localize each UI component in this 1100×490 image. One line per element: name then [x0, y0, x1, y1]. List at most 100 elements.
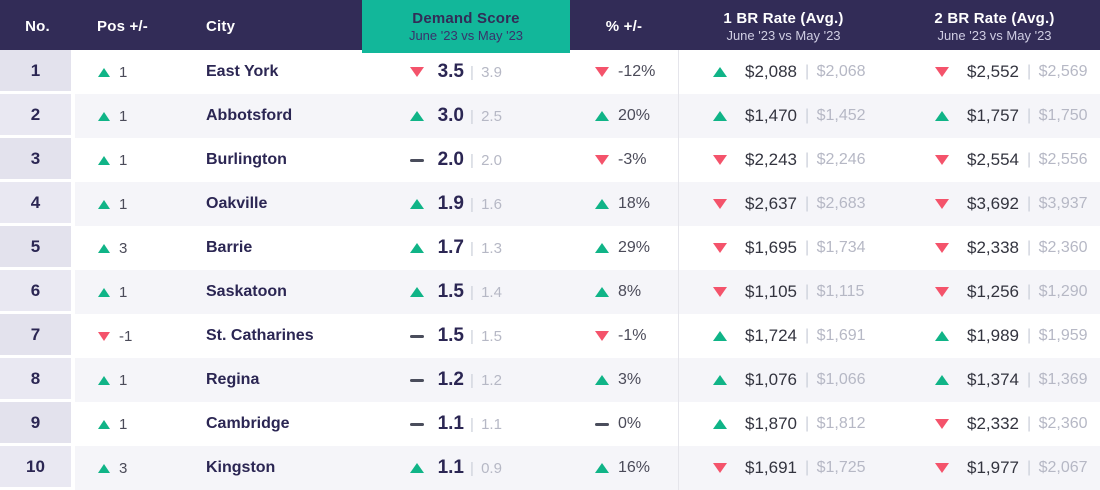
- no-change-dash-icon: [410, 158, 424, 162]
- percent-change-cell: 0%: [570, 402, 678, 446]
- column-header-city: City: [200, 0, 362, 53]
- percent-change-value: 0%: [618, 415, 642, 432]
- up-triangle-icon: [98, 243, 110, 253]
- down-triangle-icon: [713, 463, 727, 473]
- pipe-separator-icon: |: [470, 195, 474, 213]
- demand-score-previous: | 1.4: [470, 283, 502, 301]
- demand-score-current: 1.9: [437, 193, 464, 214]
- demand-score-previous: | 1.2: [470, 371, 502, 389]
- one-br-rate-previous: | $1,734: [805, 239, 866, 256]
- up-triangle-icon: [713, 375, 727, 385]
- one-br-rate-current: $2,088: [745, 62, 797, 81]
- demand-score-previous: | 2.0: [470, 151, 502, 169]
- up-triangle-icon: [98, 463, 110, 473]
- pipe-separator-icon: |: [805, 107, 810, 124]
- one-br-rate-cell: $1,470 | $1,452: [678, 94, 889, 138]
- pipe-separator-icon: |: [470, 283, 474, 301]
- city-name: Barrie: [206, 239, 253, 256]
- demand-score-previous: | 0.9: [470, 459, 502, 477]
- down-triangle-icon: [595, 67, 609, 77]
- two-br-rate-previous: | $2,067: [1027, 459, 1088, 476]
- rank-number: 10: [0, 446, 75, 490]
- two-br-rate-previous: | $1,750: [1027, 107, 1088, 124]
- demand-score-previous: | 3.9: [470, 63, 502, 81]
- demand-score-cell: 3.5 | 3.9: [362, 50, 570, 94]
- demand-score-previous: | 2.5: [470, 107, 502, 125]
- percent-change-value: 20%: [618, 107, 651, 124]
- pipe-separator-icon: |: [805, 195, 810, 212]
- up-triangle-icon: [713, 111, 727, 121]
- rank-number: 5: [0, 226, 75, 270]
- two-br-rate-previous: | $1,369: [1027, 371, 1088, 388]
- rank-number: 3: [0, 138, 75, 182]
- column-header-1br-rate-sublabel: June '23 vs May '23: [726, 28, 841, 43]
- no-change-dash-icon: [410, 334, 424, 338]
- one-br-rate-current: $1,724: [745, 326, 797, 345]
- city-name: Abbotsford: [206, 107, 293, 124]
- rank-number: 4: [0, 182, 75, 226]
- one-br-rate-previous: | $1,812: [805, 415, 866, 432]
- city-name: East York: [206, 63, 279, 80]
- percent-change-value: 8%: [618, 283, 642, 300]
- column-header-percent-change-label: % +/-: [605, 18, 643, 35]
- pipe-separator-icon: |: [1027, 195, 1032, 212]
- one-br-rate-previous: | $1,066: [805, 371, 866, 388]
- two-br-rate-cell: $2,338 | $2,360: [889, 226, 1100, 270]
- demand-score-cell: 3.0 | 2.5: [362, 94, 570, 138]
- up-triangle-icon: [410, 463, 424, 473]
- pipe-separator-icon: |: [1027, 107, 1032, 124]
- percent-change-value: 29%: [618, 239, 651, 256]
- down-triangle-icon: [713, 243, 727, 253]
- percent-change-value: -3%: [618, 151, 647, 168]
- one-br-rate-current: $1,870: [745, 414, 797, 433]
- pipe-separator-icon: |: [805, 151, 810, 168]
- down-triangle-icon: [595, 331, 609, 341]
- pipe-separator-icon: |: [470, 107, 474, 125]
- one-br-rate-current: $1,105: [745, 282, 797, 301]
- one-br-rate-previous: | $1,691: [805, 327, 866, 344]
- down-triangle-icon: [935, 463, 949, 473]
- demand-score-current: 1.2: [437, 369, 464, 390]
- pipe-separator-icon: |: [805, 239, 810, 256]
- demand-score-current: 1.5: [437, 281, 464, 302]
- two-br-rate-cell: $3,692 | $3,937: [889, 182, 1100, 226]
- city-name: Kingston: [206, 459, 276, 476]
- demand-score-cell: 2.0 | 2.0: [362, 138, 570, 182]
- up-triangle-icon: [98, 375, 110, 385]
- two-br-rate-current: $2,552: [967, 62, 1019, 81]
- up-triangle-icon: [713, 331, 727, 341]
- one-br-rate-cell: $1,076 | $1,066: [678, 358, 889, 402]
- city-name: St. Catharines: [206, 327, 314, 344]
- two-br-rate-current: $2,338: [967, 238, 1019, 257]
- percent-change-value: -12%: [618, 63, 656, 80]
- two-br-rate-cell: $2,552 | $2,569: [889, 50, 1100, 94]
- two-br-rate-cell: $1,757 | $1,750: [889, 94, 1100, 138]
- one-br-rate-current: $1,695: [745, 238, 797, 257]
- rank-number: 8: [0, 358, 75, 402]
- up-triangle-icon: [98, 155, 110, 165]
- one-br-rate-cell: $1,695 | $1,734: [678, 226, 889, 270]
- up-triangle-icon: [935, 111, 949, 121]
- two-br-rate-previous: | $2,569: [1027, 63, 1088, 80]
- percent-change-value: 3%: [618, 371, 642, 388]
- table-row-abbotsford: 2 1 Abbotsford 3.0 | 2.5 20% $1,470 | $1,452 $1,…: [0, 94, 1100, 138]
- pipe-separator-icon: |: [470, 151, 474, 169]
- demand-score-cell: 1.5 | 1.5: [362, 314, 570, 358]
- pipe-separator-icon: |: [1027, 415, 1032, 432]
- pipe-separator-icon: |: [805, 63, 810, 80]
- pipe-separator-icon: |: [470, 459, 474, 477]
- up-triangle-icon: [713, 67, 727, 77]
- table-row-barrie: 5 3 Barrie 1.7 | 1.3 29% $1,695 | $1,734 $2,338 |…: [0, 226, 1100, 270]
- demand-score-cell: 1.1 | 0.9: [362, 446, 570, 490]
- two-br-rate-cell: $2,554 | $2,556: [889, 138, 1100, 182]
- pipe-separator-icon: |: [805, 283, 810, 300]
- down-triangle-icon: [935, 419, 949, 429]
- down-triangle-icon: [713, 155, 727, 165]
- one-br-rate-cell: $1,870 | $1,812: [678, 402, 889, 446]
- two-br-rate-current: $1,374: [967, 370, 1019, 389]
- one-br-rate-previous: | $1,452: [805, 107, 866, 124]
- percent-change-cell: -12%: [570, 50, 678, 94]
- up-triangle-icon: [98, 67, 110, 77]
- position-change-value: 1: [119, 195, 128, 213]
